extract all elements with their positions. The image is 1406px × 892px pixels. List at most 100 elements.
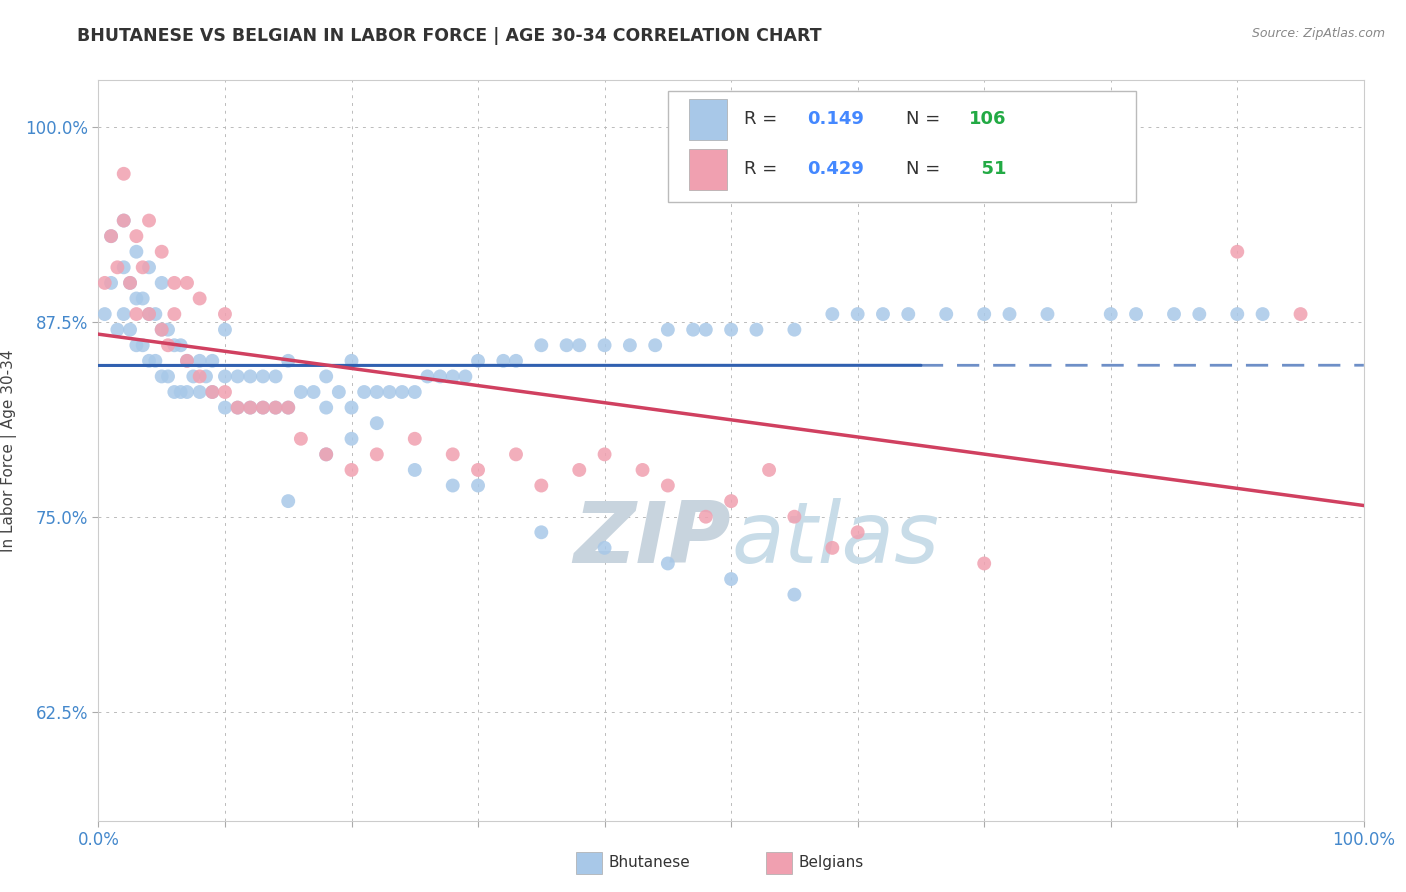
Point (277, 401, 299, 415)
Point (163, 276, 186, 290)
Point (328, 384, 350, 399)
Point (169, 384, 191, 399)
Point (226, 369, 249, 384)
Point (404, 463, 426, 477)
Point (201, 384, 224, 399)
Point (150, 276, 173, 290)
Point (252, 401, 274, 415)
Point (125, 338, 148, 352)
Point (290, 432, 312, 446)
Point (720, 572, 742, 586)
Point (1226, 307, 1249, 321)
Point (138, 260, 160, 275)
Point (441, 478, 464, 492)
Y-axis label: In Labor Force | Age 30-34: In Labor Force | Age 30-34 (0, 349, 17, 552)
Point (163, 307, 186, 321)
Point (657, 557, 679, 571)
Point (150, 369, 173, 384)
Point (120, 323, 141, 337)
Point (758, 463, 780, 477)
Point (441, 447, 464, 461)
Point (1163, 307, 1185, 321)
Point (214, 369, 236, 384)
Text: 0.429: 0.429 (807, 161, 863, 178)
Point (112, 307, 135, 321)
Point (783, 323, 806, 337)
Point (429, 369, 451, 384)
Point (188, 354, 211, 368)
Point (1289, 307, 1312, 321)
Text: BHUTANESE VS BELGIAN IN LABOR FORCE | AGE 30-34 CORRELATION CHART: BHUTANESE VS BELGIAN IN LABOR FORCE | AG… (77, 27, 823, 45)
Point (783, 509, 806, 524)
Point (138, 213, 160, 227)
Point (132, 260, 155, 275)
Point (138, 307, 160, 321)
Point (404, 432, 426, 446)
Point (695, 323, 717, 337)
Point (1188, 307, 1211, 321)
Point (100, 229, 122, 244)
Point (315, 447, 337, 461)
Point (1036, 307, 1059, 321)
Text: 51: 51 (969, 161, 1007, 178)
Point (568, 338, 591, 352)
Point (264, 369, 287, 384)
Point (745, 323, 768, 337)
Point (132, 292, 155, 306)
Point (441, 369, 464, 384)
Point (644, 338, 666, 352)
Point (682, 323, 704, 337)
Point (125, 229, 148, 244)
Point (695, 509, 717, 524)
Point (1125, 307, 1147, 321)
Point (239, 369, 262, 384)
Point (277, 494, 299, 508)
Point (340, 354, 363, 368)
Point (568, 463, 591, 477)
Point (593, 447, 616, 461)
Point (783, 588, 806, 602)
Point (290, 384, 312, 399)
Point (125, 244, 148, 259)
Point (897, 307, 920, 321)
Point (619, 338, 641, 352)
Point (366, 416, 388, 430)
Point (353, 384, 375, 399)
Point (631, 463, 654, 477)
Point (100, 229, 122, 244)
FancyBboxPatch shape (668, 91, 1136, 202)
Point (277, 401, 299, 415)
Point (138, 354, 160, 368)
Point (132, 338, 155, 352)
Point (112, 213, 135, 227)
Text: R =: R = (744, 110, 783, 128)
Point (530, 525, 553, 540)
Point (593, 541, 616, 555)
Point (492, 354, 515, 368)
Bar (689, 99, 727, 139)
Point (366, 447, 388, 461)
Point (467, 354, 489, 368)
Point (821, 307, 844, 321)
Point (720, 494, 742, 508)
Point (340, 432, 363, 446)
Point (315, 401, 337, 415)
Point (157, 338, 180, 352)
Point (467, 478, 489, 492)
Point (391, 384, 413, 399)
Point (277, 354, 299, 368)
Point (454, 369, 477, 384)
Point (226, 401, 249, 415)
Point (846, 525, 869, 540)
Text: atlas: atlas (731, 498, 939, 581)
Text: 0.149: 0.149 (807, 110, 863, 128)
Text: Belgians: Belgians (799, 855, 863, 870)
Point (505, 447, 527, 461)
Point (252, 369, 274, 384)
Point (214, 323, 236, 337)
Point (112, 260, 135, 275)
Point (1099, 307, 1122, 321)
Text: N =: N = (905, 110, 946, 128)
Point (176, 354, 198, 368)
Point (150, 323, 173, 337)
